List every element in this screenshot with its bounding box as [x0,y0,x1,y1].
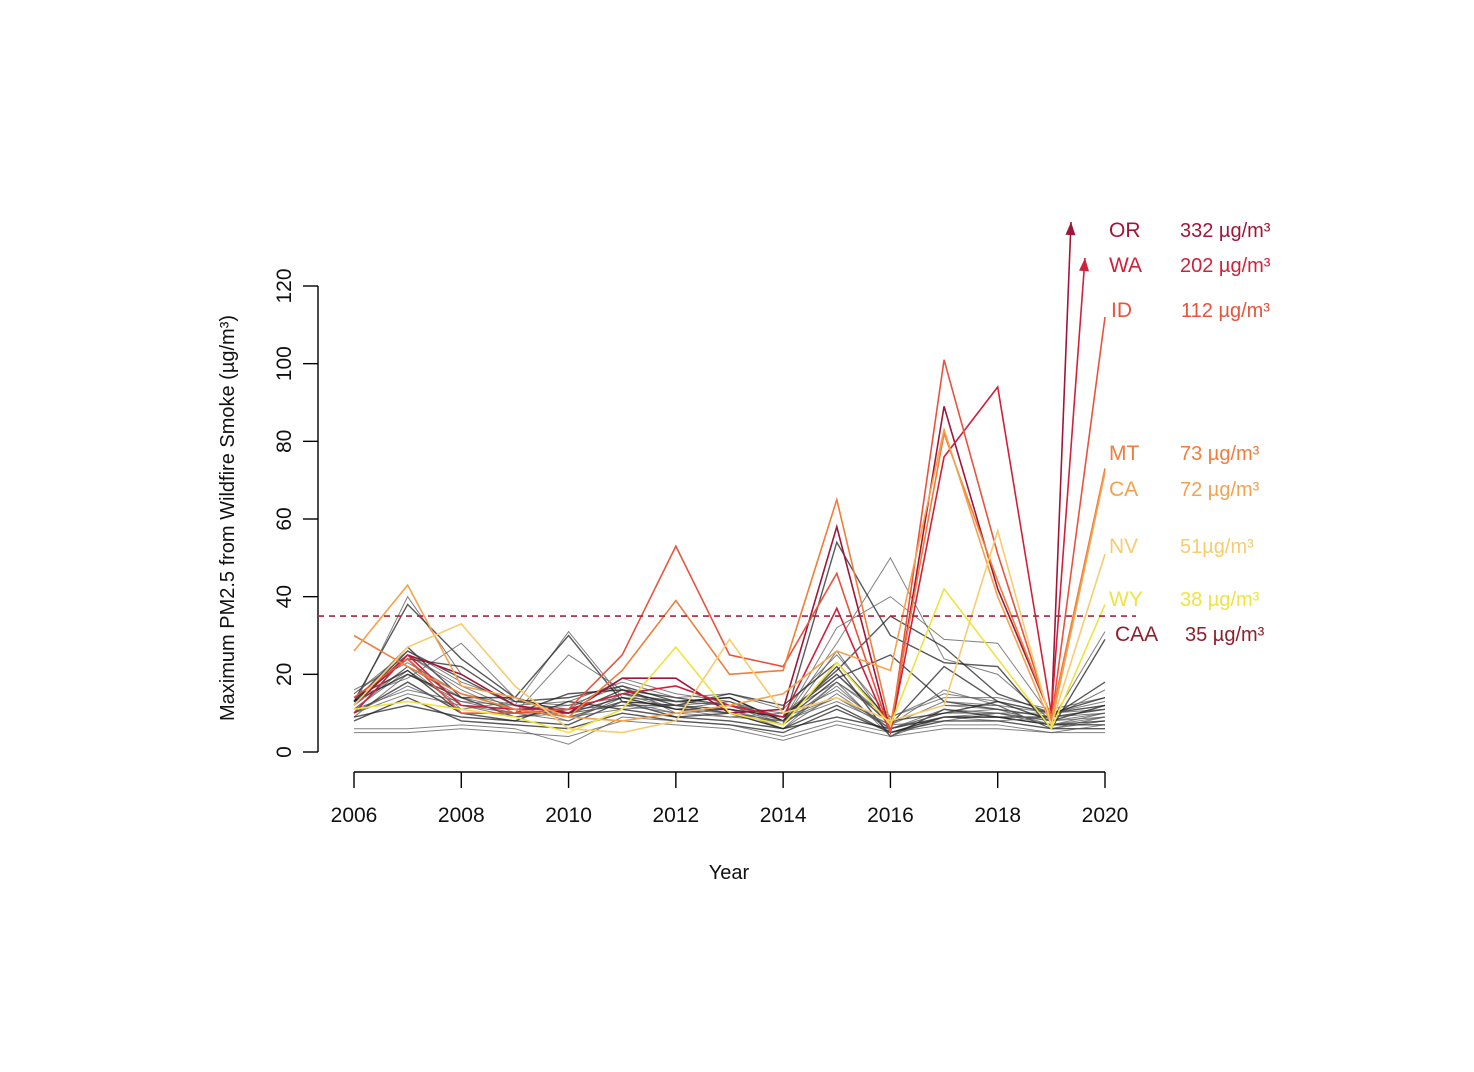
highlighted-series-group [353,221,1106,736]
y-tick-label: 0 [273,746,296,758]
series-line-wy [353,587,1106,734]
value-label-or: 332 µg/m³ [1180,220,1271,242]
x-tick-label: 2018 [974,804,1021,827]
state-labels: OR 332 µg/m³ WA 202 µg/m³ ID 112 µg/m³ MT 73 µg… [1109,219,1271,646]
state-label-or: OR [1109,219,1141,242]
value-label-mt: 73 µg/m³ [1180,443,1260,465]
background-series-line [353,654,1106,718]
background-series-line [353,650,1106,726]
y-tick-label: 80 [273,430,296,453]
background-series-line [354,720,1105,741]
y-tick-label: 120 [273,268,296,303]
state-label-nv: NV [1109,535,1138,558]
background-series-line [353,615,1106,718]
x-tick-label: 2008 [438,804,485,827]
x-axis-title: Year [709,862,750,884]
x-tick-label: 2014 [760,804,807,827]
x-tick-label: 2016 [867,804,914,827]
value-label-ca: 72 µg/m³ [1180,479,1260,501]
x-tick-label: 2010 [545,804,592,827]
series-line-or [353,221,1072,733]
y-tick-label: 60 [273,507,296,530]
background-series-line [354,716,1106,745]
arrowhead-or [1065,222,1076,236]
y-ticks: 0 20 40 60 80 100 120 [273,268,318,758]
background-series-line [353,689,1106,730]
y-tick-label: 100 [273,346,296,381]
series-line-ca [353,426,1106,728]
arrowhead-wa [1079,258,1090,272]
y-axis-title: Maximum PM2.5 from Wildfire Smoke (µg/m³… [217,315,239,721]
value-label-nv: 51µg/m³ [1180,536,1254,558]
y-tick-label: 40 [273,585,296,608]
background-series-line [353,654,1106,722]
value-label-wy: 38 µg/m³ [1180,589,1260,611]
x-tick-label: 2020 [1082,804,1129,827]
series-line-nv [353,527,1106,734]
y-tick-label: 20 [273,663,296,686]
x-tick-label: 2006 [331,804,378,827]
value-label-id: 112 µg/m³ [1181,300,1270,322]
state-label-ca: CA [1109,478,1138,501]
series-line-id [353,316,1106,733]
x-ticks: 2006 2008 2010 2012 2014 2016 2018 2020 [331,772,1129,827]
state-label-id: ID [1111,299,1132,322]
state-label-caa: CAA [1115,623,1158,646]
state-label-mt: MT [1109,442,1139,465]
state-label-wa: WA [1109,254,1142,277]
state-label-wy: WY [1109,588,1143,611]
value-label-caa: 35 µg/m³ [1185,624,1265,646]
value-label-wa: 202 µg/m³ [1180,255,1271,277]
x-tick-label: 2012 [652,804,699,827]
series-line-mt [353,430,1106,726]
